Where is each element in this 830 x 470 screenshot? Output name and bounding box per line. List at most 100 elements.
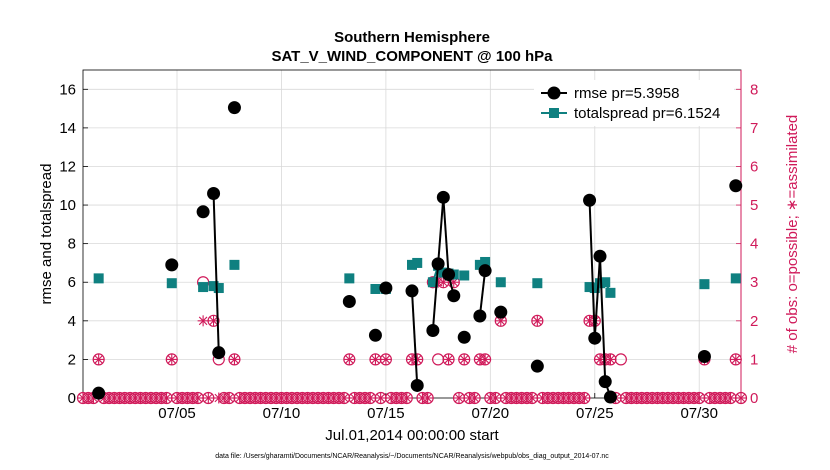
- totalspread-marker: [495, 277, 506, 288]
- totalspread-marker: [166, 278, 177, 289]
- rmse-marker: [379, 281, 393, 295]
- totalspread-marker: [699, 279, 710, 290]
- star-stroke: [491, 393, 500, 403]
- rmse-marker: [494, 305, 508, 319]
- x-tick-label: 07/15: [367, 405, 405, 422]
- x-axis-label: Jul.01,2014 00:00:00 start: [325, 427, 499, 444]
- chart-title: Southern Hemisphere: [334, 29, 490, 46]
- assimilated-obs-marker: [166, 353, 178, 365]
- y-tick-label: 6: [68, 274, 76, 291]
- y2-tick-label: 4: [750, 236, 758, 253]
- assimilated-obs-marker: [161, 392, 173, 404]
- star-stroke: [402, 393, 412, 403]
- assimilated-obs-marker: [338, 392, 350, 404]
- rmse-marker: [410, 378, 424, 392]
- assimilated-obs-marker: [490, 392, 502, 404]
- y-tick-label: 8: [68, 236, 76, 253]
- rmse-marker: [588, 331, 602, 345]
- totalspread-marker: [605, 287, 616, 298]
- totalspread-marker: [600, 277, 611, 288]
- rmse-marker: [207, 186, 221, 200]
- totalspread-marker: [730, 273, 741, 284]
- rmse-marker: [342, 295, 356, 309]
- star-stroke: [480, 355, 490, 364]
- totalspread-marker: [480, 256, 491, 267]
- assimilated-obs-marker: [531, 315, 543, 327]
- star-stroke: [345, 355, 354, 364]
- y-tick-label: 4: [68, 313, 76, 330]
- assimilated-obs-marker: [192, 392, 204, 404]
- y-tick-label: 0: [68, 390, 76, 407]
- rmse-marker: [442, 268, 456, 282]
- totalspread-marker: [407, 259, 417, 270]
- totalspread-marker: [412, 257, 423, 268]
- y2-tick-label: 2: [750, 313, 758, 330]
- rmse-marker: [436, 190, 450, 204]
- star-stroke: [376, 393, 385, 403]
- y2-tick-label: 7: [750, 120, 758, 137]
- star-stroke: [167, 355, 177, 364]
- rmse-marker: [431, 257, 445, 271]
- rmse-marker: [697, 350, 711, 364]
- totalspread-marker: [459, 270, 470, 281]
- star-stroke: [339, 393, 349, 403]
- rmse-line: [442, 197, 450, 275]
- y2-tick-label: 3: [750, 274, 758, 291]
- rmse-marker: [165, 258, 179, 272]
- assimilated-obs-marker: [197, 315, 209, 327]
- star-stroke: [412, 355, 422, 364]
- totalspread-marker: [93, 273, 104, 284]
- star-stroke: [444, 355, 453, 364]
- rmse-marker: [212, 346, 226, 360]
- rmse-marker: [426, 323, 440, 337]
- assimilated-obs-marker: [578, 392, 590, 404]
- rmse-line: [431, 263, 440, 331]
- x-tick-label: 07/25: [576, 405, 614, 422]
- legend-rmse-marker: [547, 86, 561, 100]
- rmse-marker: [729, 179, 743, 193]
- star-stroke: [198, 316, 208, 326]
- rmse-line: [478, 270, 487, 317]
- star-stroke: [423, 393, 432, 403]
- rmse-line: [593, 256, 601, 339]
- totalspread-marker: [229, 259, 240, 270]
- assimilated-obs-marker: [343, 353, 355, 365]
- assimilated-obs-marker: [604, 353, 616, 365]
- assimilated-obs-marker: [364, 392, 376, 404]
- totalspread-marker: [584, 282, 595, 293]
- star-stroke: [606, 355, 615, 364]
- assimilated-obs-marker: [479, 353, 491, 365]
- x-tick-label: 07/20: [472, 405, 510, 422]
- assimilated-obs-marker: [453, 392, 465, 404]
- star-stroke: [694, 393, 704, 403]
- legend-box: [534, 80, 734, 126]
- totalspread-marker: [208, 281, 219, 292]
- y-tick-label: 10: [59, 197, 76, 214]
- rmse-line: [599, 256, 607, 382]
- data-series: [92, 101, 743, 404]
- rmse-marker: [603, 390, 617, 404]
- x-tick-label: 07/10: [263, 405, 301, 422]
- rmse-marker: [583, 193, 597, 207]
- star-stroke: [736, 393, 746, 403]
- rmse-marker: [405, 284, 419, 298]
- star-stroke: [230, 355, 239, 364]
- star-stroke: [459, 355, 469, 364]
- y2-tick-label: 1: [750, 351, 758, 368]
- grid-lines: [83, 70, 741, 398]
- assimilated-obs-marker: [213, 392, 225, 404]
- legend-rmse-label: rmse pr=5.3958: [574, 85, 679, 102]
- rmse-marker: [598, 375, 612, 389]
- y-tick-label: 14: [59, 120, 76, 137]
- star-stroke: [214, 393, 224, 403]
- star-stroke: [365, 393, 375, 403]
- star-stroke: [470, 393, 479, 403]
- star-stroke: [209, 316, 218, 326]
- assimilated-obs-marker: [422, 392, 434, 404]
- totalspread-marker: [589, 283, 600, 294]
- y2-tick-label: 5: [750, 197, 758, 214]
- assimilated-obs-marker: [458, 353, 470, 365]
- totalspread-marker: [474, 259, 485, 270]
- star-stroke: [371, 355, 380, 364]
